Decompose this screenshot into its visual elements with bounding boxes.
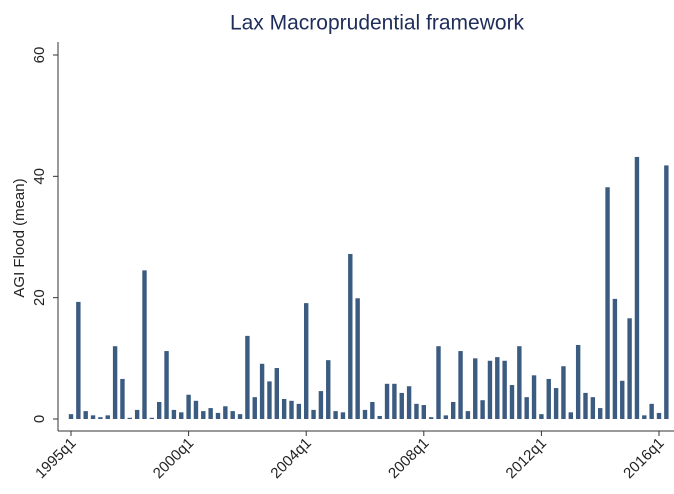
bar xyxy=(333,411,338,419)
bar xyxy=(399,392,404,419)
bar xyxy=(164,351,169,419)
y-tick-label: 20 xyxy=(31,289,48,306)
bar xyxy=(428,417,434,419)
bar xyxy=(289,400,294,419)
bar xyxy=(649,403,654,419)
bar xyxy=(590,397,596,419)
bar xyxy=(112,346,118,419)
bar xyxy=(436,346,441,419)
bar xyxy=(142,270,147,419)
bar xyxy=(186,394,191,419)
bar xyxy=(267,381,272,419)
bar xyxy=(370,402,375,419)
bar xyxy=(414,403,419,419)
bar xyxy=(83,411,88,419)
bar xyxy=(553,388,559,419)
bar xyxy=(656,412,662,419)
bar xyxy=(296,403,302,419)
bar xyxy=(509,385,515,419)
bar xyxy=(531,375,537,419)
bar xyxy=(384,383,390,419)
bar xyxy=(634,156,640,420)
bar xyxy=(406,386,412,419)
bar xyxy=(421,405,426,419)
bar xyxy=(208,408,213,419)
bar xyxy=(524,397,529,419)
y-tick-label: 40 xyxy=(31,168,48,185)
bar xyxy=(201,411,206,419)
bar xyxy=(539,414,544,419)
x-tick-label: 2000q1 xyxy=(150,435,197,482)
bar xyxy=(76,301,81,419)
bar xyxy=(127,417,132,419)
bar xyxy=(230,411,235,419)
bar xyxy=(98,417,103,419)
bar xyxy=(355,298,360,419)
chart-title: Lax Macroprudential framework xyxy=(230,12,525,35)
bar xyxy=(237,414,243,419)
bar xyxy=(171,409,177,419)
bar xyxy=(274,368,279,419)
x-tick-label: 1995q1 xyxy=(32,435,79,482)
bar xyxy=(583,392,588,419)
bar xyxy=(561,366,566,419)
bar xyxy=(487,360,493,419)
bar xyxy=(443,415,449,419)
bar xyxy=(575,344,581,419)
bar xyxy=(318,391,324,419)
bar xyxy=(546,378,551,419)
bar xyxy=(120,378,125,419)
bar xyxy=(304,303,309,419)
bar xyxy=(281,398,287,419)
bar xyxy=(642,415,647,419)
bar xyxy=(68,414,74,419)
bar xyxy=(568,412,573,419)
bar xyxy=(458,351,463,419)
bar xyxy=(193,400,199,419)
bar xyxy=(157,402,162,419)
bar xyxy=(326,360,331,419)
bar xyxy=(502,360,507,419)
bar xyxy=(473,358,478,419)
bar xyxy=(223,406,228,419)
bar xyxy=(620,380,625,419)
bar xyxy=(495,357,500,419)
y-axis-label: AGI Flood (mean) xyxy=(11,178,28,297)
bar xyxy=(90,415,96,419)
bar xyxy=(215,412,221,419)
bar xyxy=(392,383,397,419)
x-tick-label: 2008q1 xyxy=(385,435,432,482)
bar xyxy=(245,335,250,419)
bar xyxy=(179,412,184,419)
bar xyxy=(252,397,257,419)
bar xyxy=(612,298,618,419)
x-tick-label: 2004q1 xyxy=(267,435,314,482)
y-tick-label: 0 xyxy=(31,415,48,423)
bar xyxy=(259,363,265,419)
bar xyxy=(664,165,669,419)
x-tick-label: 2012q1 xyxy=(503,435,550,482)
bar xyxy=(134,409,140,419)
y-tick-label: 60 xyxy=(31,47,48,64)
bar xyxy=(362,409,368,419)
bar xyxy=(598,408,603,419)
bar xyxy=(480,400,485,419)
bar xyxy=(340,412,346,419)
bar xyxy=(149,417,155,419)
bar xyxy=(451,402,456,419)
bar xyxy=(311,409,316,419)
bar xyxy=(627,318,632,419)
bar xyxy=(605,187,610,419)
bar xyxy=(465,411,471,419)
bar xyxy=(348,253,353,419)
bar xyxy=(517,346,522,419)
bar xyxy=(377,415,382,419)
bar xyxy=(105,415,110,419)
x-tick-label: 2016q1 xyxy=(620,435,667,482)
